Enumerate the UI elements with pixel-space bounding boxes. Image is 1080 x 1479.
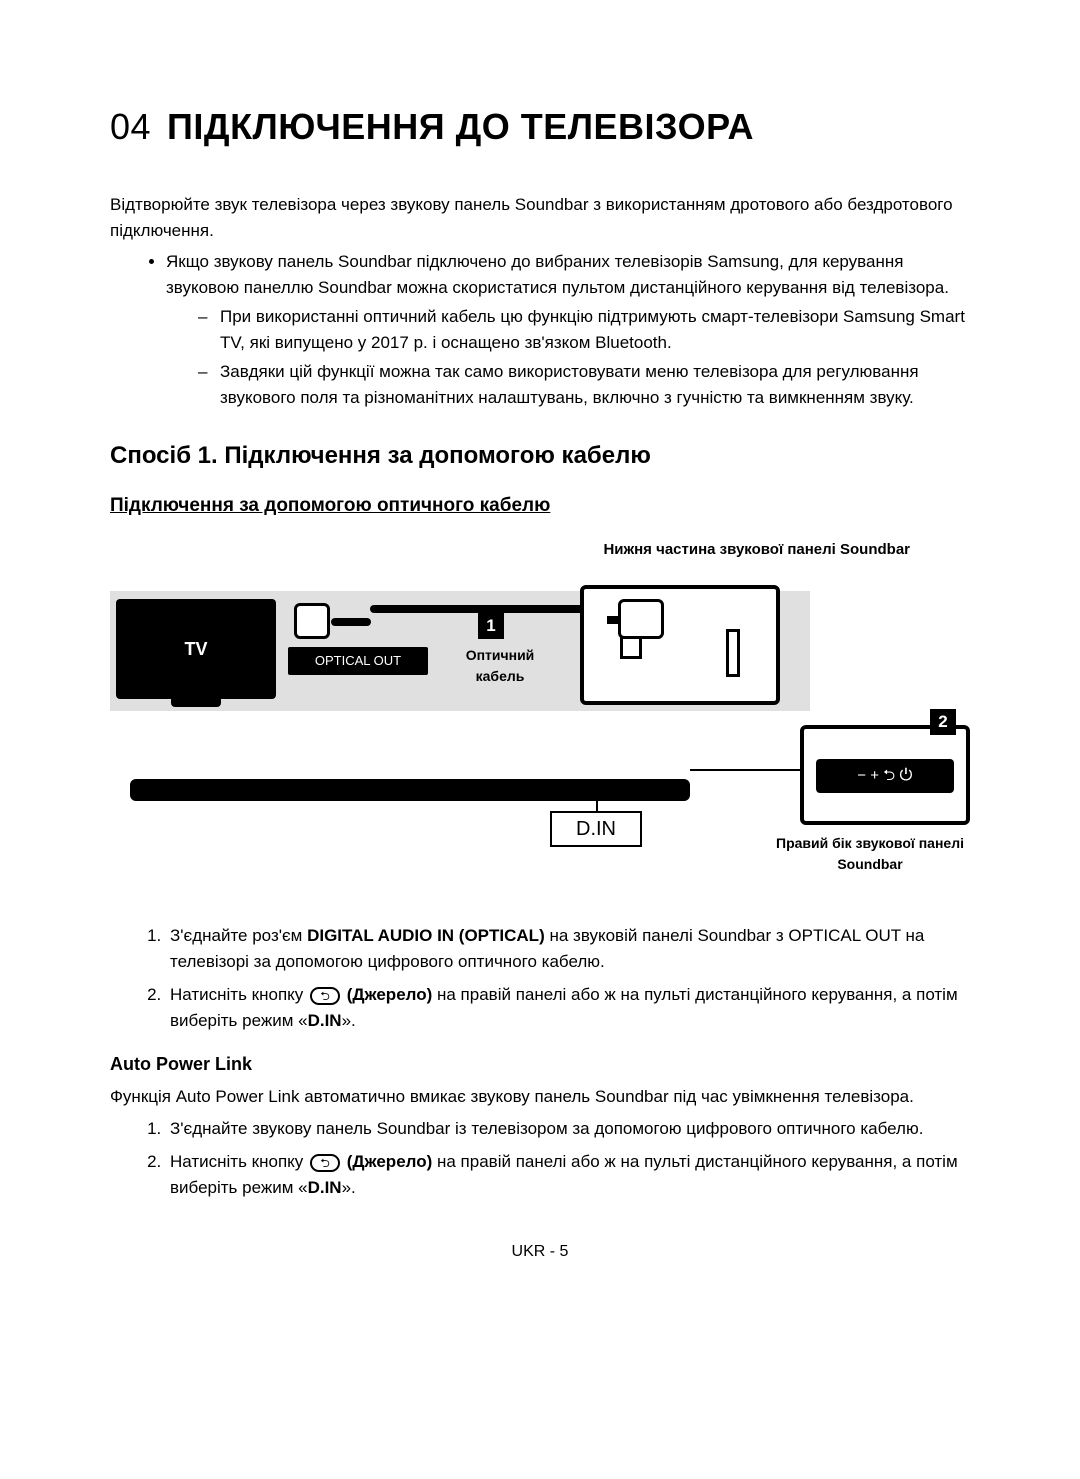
cable-label: Оптичний кабель (440, 645, 560, 687)
source-icon (310, 987, 340, 1005)
step-mode: D.IN (308, 1178, 342, 1197)
dash-list: При використанні оптичний кабель цю функ… (166, 304, 970, 410)
steps-list: З'єднайте роз'єм DIGITAL AUDIO IN (OPTIC… (110, 923, 970, 1033)
callout-badge-1: 1 (478, 613, 504, 639)
apl-heading: Auto Power Link (110, 1051, 970, 1078)
step-item: Натисніть кнопку (Джерело) на правій пан… (166, 982, 970, 1033)
step-item: Натисніть кнопку (Джерело) на правій пан… (166, 1149, 970, 1200)
step-mode: D.IN (308, 1011, 342, 1030)
method-heading: Спосіб 1. Підключення за допомогою кабел… (110, 438, 970, 474)
bullet-text: Якщо звукову панель Soundbar підключено … (166, 252, 949, 297)
chapter-number: 04 (110, 106, 151, 147)
source-icon (310, 1154, 340, 1172)
apl-steps-list: З'єднайте звукову панель Soundbar із тел… (110, 1116, 970, 1201)
step-text: Натисніть кнопку (170, 1152, 308, 1171)
step-bold: DIGITAL AUDIO IN (OPTICAL) (307, 926, 545, 945)
step-text: ». (342, 1011, 356, 1030)
chapter-title: 04 ПІДКЛЮЧЕННЯ ДО ТЕЛЕВІЗОРА (110, 100, 970, 154)
leader-line (690, 769, 800, 771)
step-text: ». (342, 1178, 356, 1197)
optical-plug-right (618, 599, 664, 639)
connection-diagram: Нижня частина звукової панелі Soundbar T… (110, 539, 970, 900)
dash-item: Завдяки цій функції можна так само викор… (198, 359, 970, 410)
intro-paragraph: Відтворюйте звук телевізора через звуков… (110, 192, 970, 243)
optical-out-label: OPTICAL OUT (288, 647, 428, 675)
diagram-canvas: TV OPTICAL OUT 1 Оптичний кабель D.IN − … (110, 569, 970, 899)
apl-intro: Функція Auto Power Link автоматично вмик… (110, 1084, 970, 1110)
callout-badge-2: 2 (930, 709, 956, 735)
diagram-top-caption: Нижня частина звукової панелі Soundbar (110, 539, 970, 562)
step-bold: (Джерело) (347, 1152, 433, 1171)
sub-heading: Підключення за допомогою оптичного кабел… (110, 492, 970, 521)
bullet-list: Якщо звукову панель Soundbar підключено … (110, 249, 970, 410)
din-label: D.IN (550, 811, 642, 847)
step-item: З'єднайте звукову панель Soundbar із тел… (166, 1116, 970, 1142)
optical-plug-left (294, 603, 330, 639)
soundbar-shape (130, 779, 690, 801)
step-text: Натисніть кнопку (170, 985, 308, 1004)
zoom-soundbar-side: − + ⮌ ⏻ (800, 725, 970, 825)
diagram-bottom-caption: Правий бік звукової панелі Soundbar (770, 833, 970, 875)
step-text: З'єднайте роз'єм (170, 926, 307, 945)
bullet-item: Якщо звукову панель Soundbar підключено … (166, 249, 970, 410)
step-item: З'єднайте роз'єм DIGITAL AUDIO IN (OPTIC… (166, 923, 970, 974)
step-bold: (Джерело) (347, 985, 433, 1004)
chapter-title-text: ПІДКЛЮЧЕННЯ ДО ТЕЛЕВІЗОРА (167, 106, 754, 147)
zoom-soundbar-bottom (580, 585, 780, 705)
dash-item: При використанні оптичний кабель цю функ… (198, 304, 970, 355)
tv-shape: TV (116, 599, 276, 699)
side-controls: − + ⮌ ⏻ (816, 759, 954, 793)
port-icon (726, 629, 740, 677)
tv-label: TV (184, 636, 207, 663)
page-footer: UKR - 5 (110, 1240, 970, 1264)
